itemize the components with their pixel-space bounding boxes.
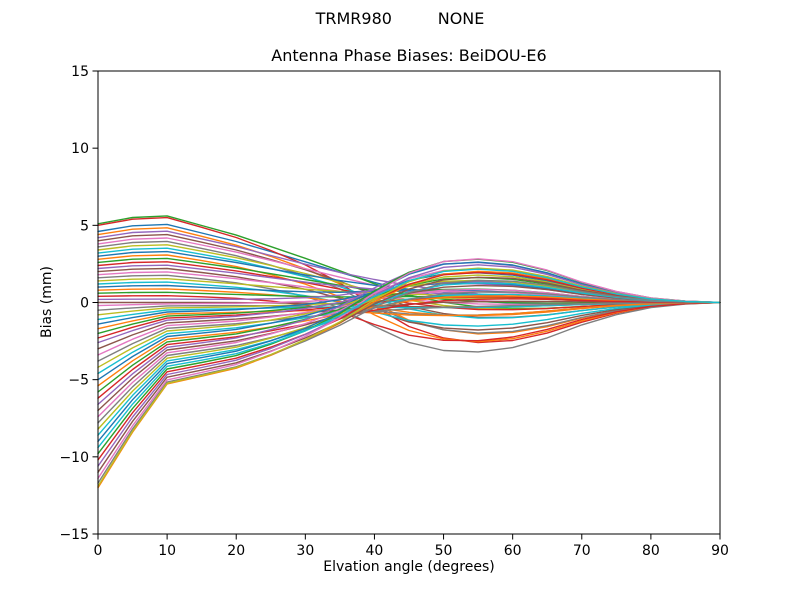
series-line-16 (97, 267, 721, 331)
x-tick-label: 10 (158, 543, 176, 559)
x-tick-label: 70 (573, 543, 591, 559)
series-line-57 (97, 258, 721, 480)
y-tick-label: −15 (59, 527, 89, 543)
series-line-8 (97, 240, 721, 334)
x-tick-label: 0 (94, 543, 103, 559)
y-tick-label: −5 (68, 373, 89, 389)
y-tick-label: 5 (80, 218, 89, 234)
x-axis-label: Elvation angle (degrees) (323, 559, 495, 575)
x-tick-label: 50 (435, 543, 453, 559)
series-line-42 (97, 295, 721, 387)
x-tick-label: 30 (296, 543, 314, 559)
series-line-24 (97, 295, 721, 342)
series-line-38 (97, 301, 721, 362)
series-line-56 (97, 276, 721, 473)
x-tick-label: 80 (642, 543, 660, 559)
chart-title: Antenna Phase Biases: BeiDOU-E6 (271, 46, 547, 65)
x-tick-label: 60 (504, 543, 522, 559)
y-tick-label: 0 (80, 296, 89, 312)
x-tick-label: 90 (711, 543, 729, 559)
y-tick-label: −10 (59, 450, 89, 466)
suptitle: TRMR980 NONE (315, 9, 485, 28)
series-line-18 (97, 274, 721, 353)
series-line-20 (97, 281, 721, 327)
series-line-48 (97, 291, 721, 424)
y-axis-label: Bias (mm) (39, 265, 55, 339)
series-line-60 (97, 268, 721, 449)
series-line-14 (97, 261, 721, 311)
series-line-44 (97, 298, 721, 399)
y-tick-label: 10 (71, 141, 89, 157)
series-line-32 (97, 301, 721, 330)
series-line-58 (97, 279, 721, 484)
x-tick-label: 40 (366, 543, 384, 559)
x-tick-label: 20 (227, 543, 245, 559)
y-tick-label: 15 (71, 64, 89, 80)
